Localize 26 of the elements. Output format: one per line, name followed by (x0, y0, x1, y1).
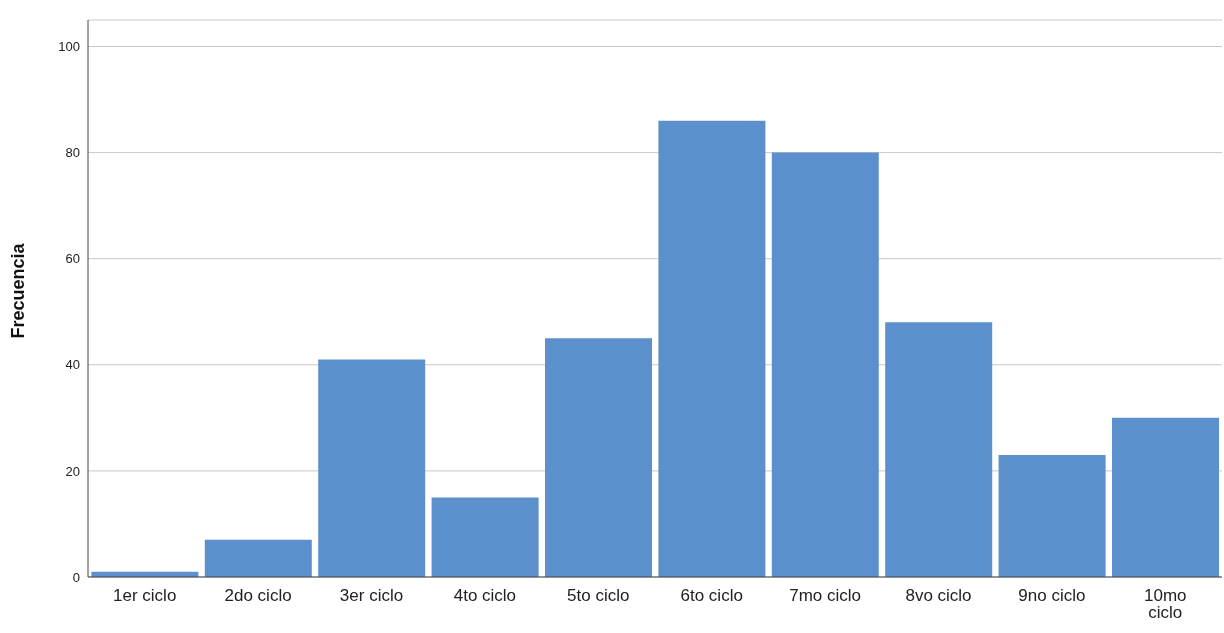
y-axis-title: Frecuencia (8, 242, 29, 339)
x-tick-label: 8vo ciclo (905, 586, 972, 606)
bar (771, 152, 879, 577)
bar (431, 497, 539, 577)
x-tick-label: 7mo ciclo (789, 586, 862, 606)
x-tick-label: 5to ciclo (567, 586, 630, 606)
bar (885, 322, 993, 577)
bar (545, 338, 652, 577)
bar (318, 359, 426, 577)
y-tick-label: 80 (65, 145, 80, 161)
x-tick-label: 6to ciclo (680, 586, 743, 606)
bar (658, 120, 766, 577)
y-tick-label: 20 (65, 463, 80, 479)
x-tick-label: 9no ciclo (1018, 586, 1086, 606)
x-tick-label: 2do ciclo (224, 586, 292, 606)
bar (998, 454, 1106, 577)
x-tick-label: 1er ciclo (113, 586, 177, 606)
bar (204, 539, 312, 577)
bar (1112, 417, 1219, 577)
y-tick-label: 100 (58, 39, 80, 55)
x-tick-label: 4to ciclo (453, 586, 517, 606)
y-tick-label: 60 (65, 251, 80, 267)
y-tick-label: 0 (72, 569, 80, 585)
x-tick-label: 3er ciclo (339, 586, 404, 606)
y-tick-label: 40 (65, 357, 80, 373)
x-tick-label: 10mo ciclo (1144, 586, 1187, 623)
